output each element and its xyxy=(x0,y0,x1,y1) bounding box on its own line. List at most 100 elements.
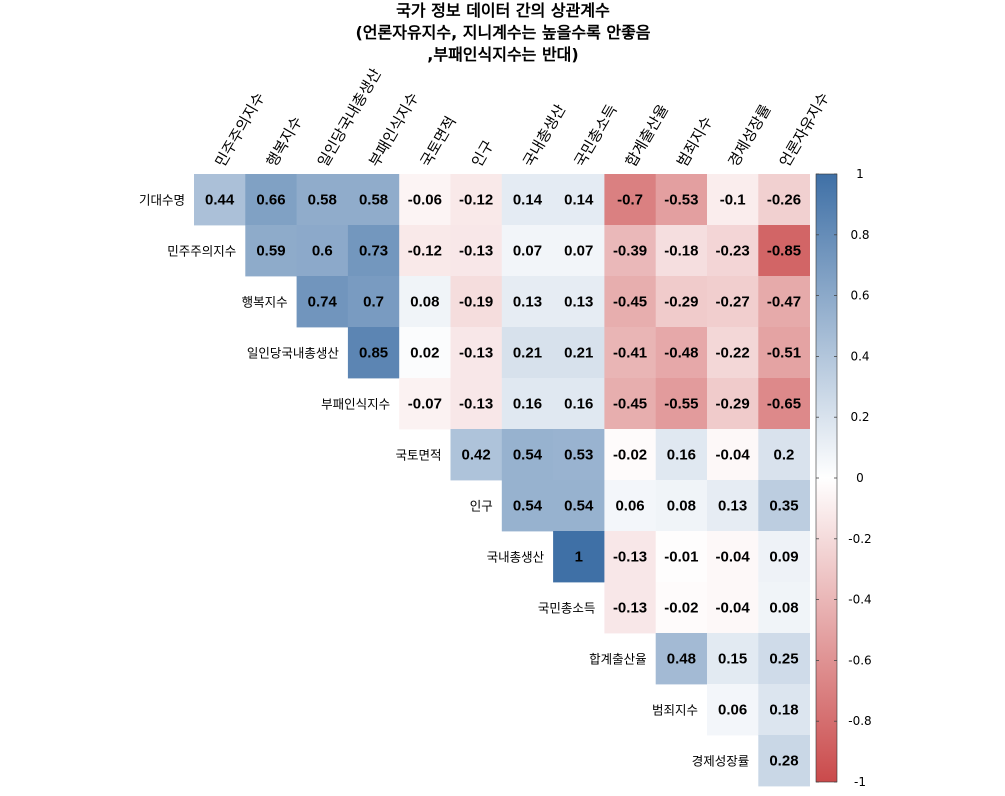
legend-tick-label: 0.4 xyxy=(850,349,869,363)
heatmap-cell xyxy=(296,225,349,277)
cell-value-label: -0.13 xyxy=(459,243,493,260)
row-label: 일인당국내총생산 xyxy=(247,346,340,361)
heatmap-cell xyxy=(399,174,451,226)
cell-value-label: 0.21 xyxy=(564,345,593,362)
cell-value-label: 1 xyxy=(575,549,583,566)
cell-value-label: -0.48 xyxy=(664,345,698,362)
legend-tick-label: 0.6 xyxy=(850,289,869,303)
column-label: 국토면적 xyxy=(417,113,460,170)
cell-value-label: -0.02 xyxy=(613,447,647,464)
heatmap-cell xyxy=(655,531,708,583)
heatmap-cell xyxy=(501,225,554,277)
cell-value-label: -0.45 xyxy=(613,294,647,311)
heatmap-cell xyxy=(450,174,503,226)
column-label: 범죄지수 xyxy=(673,113,716,170)
chart-title: 국가 정보 데이터 간의 상관계수 (언론자유지수, 지니계수는 높을수록 안좋… xyxy=(355,1,650,64)
column-label: 인구 xyxy=(468,137,497,170)
heatmap-cell xyxy=(553,378,605,430)
heatmap-cell xyxy=(604,429,657,481)
heatmap-cell xyxy=(450,276,503,328)
row-label: 범죄지수 xyxy=(652,703,698,718)
cell-value-label: 0.85 xyxy=(359,345,388,362)
heatmap-cell xyxy=(553,480,605,532)
heatmap-cell xyxy=(707,174,759,226)
heatmap-cell xyxy=(450,378,503,430)
heatmap-cell xyxy=(245,174,297,226)
heatmap-cell xyxy=(604,174,657,226)
cell-value-label: -0.07 xyxy=(408,396,442,413)
heatmap-cell xyxy=(553,531,605,583)
cell-value-label: 0.18 xyxy=(769,702,798,719)
heatmap-cell xyxy=(347,276,400,328)
cell-value-label: 0.59 xyxy=(256,243,285,260)
heatmap-cell xyxy=(501,378,554,430)
chart-title-line-2: (언론자유지수, 지니계수는 높을수록 안좋음 xyxy=(355,23,650,42)
heatmap-cell xyxy=(194,174,246,226)
cell-value-label: 0.58 xyxy=(359,192,388,209)
chart-title-line-1: 국가 정보 데이터 간의 상관계수 xyxy=(396,1,610,20)
cell-value-label: 0.13 xyxy=(564,294,593,311)
heatmap-cell xyxy=(604,327,657,379)
cell-value-label: 0.28 xyxy=(769,753,798,770)
heatmap-cell xyxy=(707,225,759,277)
heatmap-value-labels: 0.44 0.66 0.58 0.58 -0.06 -0.12 0.14 0.14 -0.7 -0… xyxy=(205,192,801,770)
cell-value-label: -0.01 xyxy=(664,549,698,566)
heatmap-cell xyxy=(758,735,810,787)
heatmap-cell xyxy=(399,378,451,430)
heatmap-cell xyxy=(707,633,759,685)
heatmap-cell xyxy=(450,429,503,481)
cell-value-label: 0.21 xyxy=(513,345,542,362)
cell-value-label: 0.09 xyxy=(769,549,798,566)
row-label: 기대수명 xyxy=(139,193,185,208)
heatmap-cell xyxy=(655,327,708,379)
row-label: 민주주의지수 xyxy=(167,244,236,259)
heatmap-cell xyxy=(707,582,759,634)
cell-value-label: -0.27 xyxy=(716,294,750,311)
row-label: 인구 xyxy=(470,499,493,514)
legend-tick-label: 1 xyxy=(856,167,864,181)
cell-value-label: -0.7 xyxy=(617,192,643,209)
heatmap-cell xyxy=(501,276,554,328)
heatmap-cell xyxy=(245,225,297,277)
heatmap-cell xyxy=(347,327,400,379)
row-label: 행복지수 xyxy=(242,295,288,310)
color-legend-bar xyxy=(815,173,838,783)
cell-value-label: -0.04 xyxy=(716,600,751,617)
cell-value-label: 0.25 xyxy=(769,651,798,668)
heatmap-cell xyxy=(707,378,759,430)
heatmap-cell xyxy=(553,276,605,328)
heatmap-cell xyxy=(604,225,657,277)
heatmap-cell xyxy=(707,480,759,532)
heatmap-cell xyxy=(604,582,657,634)
heatmap-cell xyxy=(399,276,451,328)
row-label: 경제성장률 xyxy=(692,754,750,769)
heatmap-cell xyxy=(399,327,451,379)
heatmap-cell xyxy=(655,225,708,277)
heatmap-cell xyxy=(655,582,708,634)
cell-value-label: -0.06 xyxy=(408,192,442,209)
cell-value-label: 0.54 xyxy=(564,498,594,515)
heatmap-cell xyxy=(501,480,554,532)
cell-value-label: -0.02 xyxy=(664,600,698,617)
heatmap-cell xyxy=(655,276,708,328)
cell-value-label: -0.12 xyxy=(408,243,442,260)
cell-value-label: 0.42 xyxy=(462,447,491,464)
heatmap-cell xyxy=(501,429,554,481)
cell-value-label: -0.53 xyxy=(664,192,698,209)
heatmap-cell xyxy=(758,327,810,379)
cell-value-label: 0.07 xyxy=(564,243,593,260)
legend-tick-label: 0 xyxy=(856,471,864,485)
cell-value-label: -0.04 xyxy=(716,447,751,464)
cell-value-label: -0.19 xyxy=(459,294,493,311)
heatmap-cell xyxy=(655,429,708,481)
heatmap-cell xyxy=(347,225,400,277)
heatmap-cell xyxy=(758,633,810,685)
heatmap-cell xyxy=(758,684,810,736)
cell-value-label: 0.16 xyxy=(667,447,696,464)
cell-value-label: 0.35 xyxy=(769,498,798,515)
row-label: 합계출산율 xyxy=(589,652,647,667)
cell-value-label: -0.51 xyxy=(767,345,801,362)
heatmap-cell xyxy=(707,684,759,736)
cell-value-label: -0.22 xyxy=(716,345,750,362)
